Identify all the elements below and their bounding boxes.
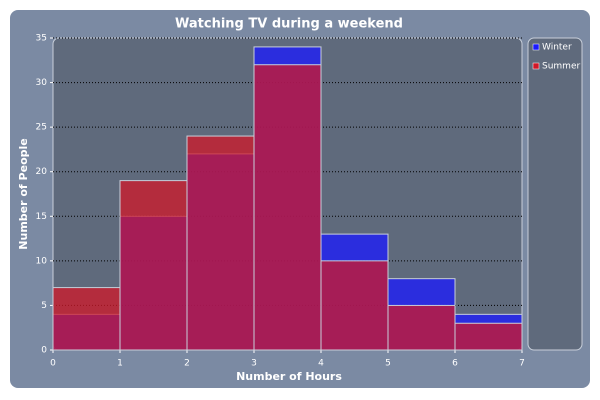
y-tick-label: 15 bbox=[36, 212, 47, 222]
y-tick-label: 20 bbox=[36, 167, 48, 177]
x-tick-label: 3 bbox=[251, 359, 257, 369]
legend-label: Summer bbox=[542, 62, 580, 72]
y-tick-label: 5 bbox=[41, 301, 47, 311]
legend-swatch bbox=[532, 43, 540, 51]
x-tick-label: 6 bbox=[452, 359, 458, 369]
x-tick-label: 4 bbox=[318, 359, 324, 369]
chart-title: Watching TV during a weekend bbox=[175, 17, 403, 32]
x-tick-label: 2 bbox=[184, 359, 190, 369]
x-tick-label: 5 bbox=[385, 359, 391, 369]
bar bbox=[454, 322, 523, 351]
bar bbox=[253, 64, 322, 351]
bar bbox=[52, 287, 121, 351]
x-tick-label: 1 bbox=[117, 359, 123, 369]
legend-swatch bbox=[532, 62, 540, 70]
legend-label: Winter bbox=[542, 43, 572, 53]
x-axis-label: Number of Hours bbox=[236, 370, 342, 383]
y-axis-label: Number of People bbox=[17, 138, 30, 249]
x-tick-label: 0 bbox=[50, 359, 56, 369]
legend-box bbox=[527, 37, 583, 351]
bar bbox=[186, 135, 255, 351]
bar bbox=[387, 304, 456, 351]
bar bbox=[119, 180, 188, 351]
y-tick-label: 30 bbox=[36, 78, 48, 88]
y-tick-label: 25 bbox=[36, 123, 47, 133]
y-tick-label: 0 bbox=[41, 346, 47, 356]
y-tick-label: 35 bbox=[36, 34, 47, 44]
bar bbox=[320, 260, 389, 351]
y-tick-label: 10 bbox=[36, 256, 48, 266]
x-tick-label: 7 bbox=[519, 359, 525, 369]
